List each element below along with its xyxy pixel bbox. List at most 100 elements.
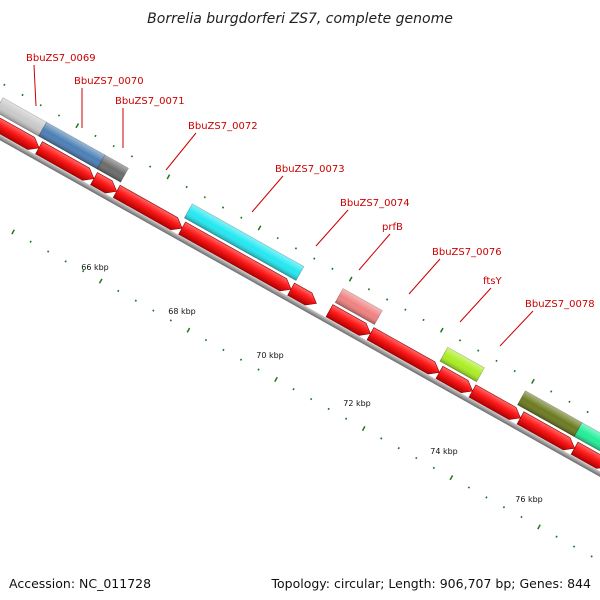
gene-block xyxy=(0,97,47,137)
cds-arrow xyxy=(35,141,95,181)
svg-text:BbuZS7_0073: BbuZS7_0073 xyxy=(275,164,345,175)
cds-arrow xyxy=(570,441,600,469)
scale-label: 76 kbp xyxy=(515,495,543,504)
scale-tick xyxy=(240,216,243,219)
scale-tick xyxy=(386,298,389,301)
scale-tick xyxy=(572,545,576,548)
gene-label[interactable]: BbuZS7_0069 xyxy=(26,53,96,107)
scale-label: 72 kbp xyxy=(343,399,371,408)
svg-text:ftsY: ftsY xyxy=(483,276,502,287)
scale-layer: 66 kbp 68 kbp 70 kbp 72 kbp 74 kbp 76 kbp xyxy=(3,83,593,558)
scale-tick xyxy=(292,388,295,391)
scale-tick xyxy=(276,236,279,240)
scale-tick xyxy=(82,270,85,273)
svg-text:BbuZS7_0076: BbuZS7_0076 xyxy=(432,247,502,258)
gene-block xyxy=(517,390,583,437)
scale-tick xyxy=(310,397,313,401)
backbone-layer xyxy=(0,124,600,480)
gene-label[interactable]: BbuZS7_0076 xyxy=(408,247,502,295)
scale-tick xyxy=(112,145,115,148)
scale-tick xyxy=(485,496,488,499)
scale-tick xyxy=(57,114,61,117)
cds-arrow xyxy=(0,115,40,150)
scale-tick xyxy=(169,319,172,322)
scale-tick xyxy=(239,358,243,361)
scale-tick xyxy=(11,229,15,235)
scale-tick xyxy=(149,165,152,168)
scale-tick xyxy=(331,267,334,270)
gene-label[interactable]: BbuZS7_0072 xyxy=(165,121,258,171)
topology-text: Topology: circular; Length: 906,707 bp; … xyxy=(271,576,592,591)
scale-tick xyxy=(257,368,260,371)
svg-text:BbuZS7_0074: BbuZS7_0074 xyxy=(340,198,410,209)
scale-tick xyxy=(467,486,471,489)
scale-tick xyxy=(415,456,418,460)
scale-label: 70 kbp xyxy=(256,351,284,360)
scale-tick xyxy=(537,524,541,530)
scale-tick xyxy=(274,376,278,382)
map-title: Borrelia burgdorferi ZS7, complete genom… xyxy=(147,11,453,27)
gene-layer xyxy=(0,97,600,462)
genome-backbone xyxy=(0,124,600,480)
scale-tick xyxy=(586,410,589,414)
scale-tick xyxy=(64,260,67,263)
svg-text:BbuZS7_0078: BbuZS7_0078 xyxy=(525,299,595,310)
scale-tick xyxy=(520,515,523,519)
scale-label: 66 kbp xyxy=(81,263,109,272)
scale-tick xyxy=(568,400,571,403)
gene-label[interactable]: BbuZS7_0070 xyxy=(74,76,144,128)
gene-label[interactable]: ftsY xyxy=(459,276,502,323)
scale-tick xyxy=(204,338,208,342)
scale-tick xyxy=(495,359,498,362)
scale-tick xyxy=(367,288,371,291)
scale-tick xyxy=(221,206,225,209)
scale-tick xyxy=(47,250,50,253)
gene-block xyxy=(96,154,129,183)
gene-label[interactable]: prfB xyxy=(358,222,403,271)
gene-label[interactable]: BbuZS7_0078 xyxy=(499,299,595,347)
scale-tick xyxy=(134,299,137,302)
scale-tick xyxy=(439,327,444,333)
scale-tick xyxy=(186,327,191,333)
gene-block xyxy=(439,346,485,383)
scale-tick xyxy=(21,93,24,97)
scale-tick xyxy=(477,349,480,352)
svg-text:BbuZS7_0070: BbuZS7_0070 xyxy=(74,76,144,87)
scale-tick xyxy=(313,257,316,260)
scale-tick xyxy=(327,407,330,411)
cds-arrow xyxy=(516,411,575,451)
scale-tick xyxy=(422,318,425,322)
cds-arrow xyxy=(287,282,317,306)
svg-text:prfB: prfB xyxy=(382,222,403,233)
scale-tick xyxy=(380,437,383,440)
cds-arrow xyxy=(366,327,440,375)
scale-tick xyxy=(94,134,97,138)
scale-tick xyxy=(348,276,353,282)
svg-text:BbuZS7_0071: BbuZS7_0071 xyxy=(115,96,185,107)
svg-text:BbuZS7_0072: BbuZS7_0072 xyxy=(188,121,258,132)
scale-tick xyxy=(590,555,593,558)
gene-label[interactable]: BbuZS7_0074 xyxy=(315,198,410,247)
gene-label[interactable]: BbuZS7_0073 xyxy=(251,164,345,213)
scale-tick xyxy=(29,240,32,243)
gene-block xyxy=(183,203,305,281)
scale-tick xyxy=(404,308,407,311)
scale-label: 68 kbp xyxy=(168,307,196,316)
cds-arrow xyxy=(90,172,118,194)
scale-tick xyxy=(222,348,225,352)
cds-arrow xyxy=(178,221,292,292)
cds-layer xyxy=(0,115,600,469)
cds-arrow xyxy=(435,365,473,394)
scale-tick xyxy=(98,278,103,284)
scale-tick xyxy=(345,417,348,420)
cds-arrow xyxy=(468,384,521,420)
scale-label: 74 kbp xyxy=(430,447,458,456)
gene-label[interactable]: BbuZS7_0071 xyxy=(115,96,185,148)
scale-tick xyxy=(3,83,6,86)
scale-tick xyxy=(432,466,435,470)
scale-tick xyxy=(397,447,400,450)
scale-tick xyxy=(257,225,262,231)
scale-tick xyxy=(39,104,42,107)
